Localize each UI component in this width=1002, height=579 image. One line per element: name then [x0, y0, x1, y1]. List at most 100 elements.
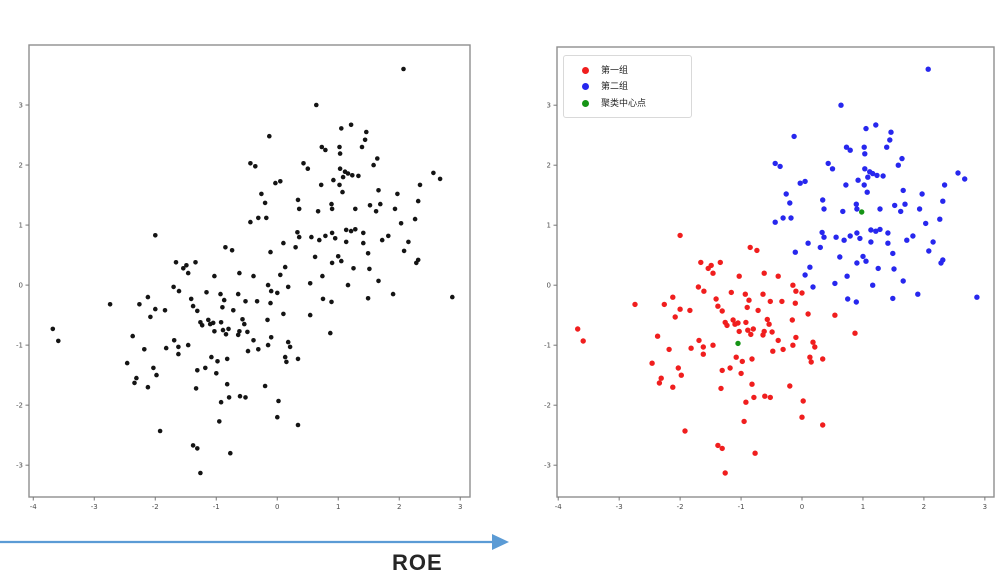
scatter-point [904, 237, 910, 243]
scatter-point [738, 370, 744, 377]
scatter-point [775, 273, 781, 279]
scatter-point [176, 344, 181, 350]
scatter-point [812, 344, 818, 350]
scatter-point [863, 258, 869, 264]
scatter-point [791, 133, 797, 140]
scatter-point [359, 144, 365, 150]
scatter-point [708, 262, 714, 269]
roe-arrow-svg [0, 534, 509, 550]
scatter-point [235, 332, 241, 338]
scatter-point [788, 215, 794, 221]
scatter-point [157, 428, 163, 434]
scatter-point [800, 398, 806, 404]
scatter-point [780, 346, 786, 353]
scatter-point [718, 385, 724, 392]
scatter-point [810, 339, 816, 345]
legend: 第一组 第二组 聚类中心点 [563, 55, 692, 118]
scatter-point [329, 260, 335, 266]
scatter-point [807, 264, 813, 270]
scatter-point [719, 445, 725, 452]
scatter-point [282, 354, 288, 360]
scatter-point [730, 317, 736, 323]
roe-label: ROE [392, 550, 443, 575]
scatter-point [870, 170, 876, 177]
scatter-point [275, 290, 280, 296]
scatter-point [910, 233, 916, 239]
scatter-point [130, 333, 135, 339]
scatter-point [278, 179, 283, 184]
scatter-point [810, 284, 816, 290]
scatter-point [417, 182, 423, 188]
scatter-point [318, 182, 324, 188]
scatter-point [195, 308, 200, 314]
scatter-point [859, 209, 865, 215]
scatter-point [941, 182, 948, 188]
scatter-point [739, 358, 745, 365]
scatter-point [281, 311, 286, 317]
scatter-point [719, 367, 725, 374]
scatter-point [193, 386, 199, 391]
scatter-point [195, 446, 200, 451]
scatter-point [677, 306, 683, 312]
scatter-point [214, 371, 219, 376]
left-scatter-svg: -4 -3 -2 -1 0 1 2 3 -3 -2 -1 0 1 2 3 [16, 44, 471, 511]
scatter-point [375, 156, 380, 161]
scatter-point [780, 215, 786, 221]
scatter-point [242, 321, 247, 327]
scatter-point [340, 174, 346, 180]
y-tick-label: -3 [16, 462, 23, 470]
scatter-point [675, 365, 681, 371]
scatter-point [319, 144, 325, 150]
scatter-point [337, 166, 343, 171]
scatter-point [296, 206, 302, 212]
scatter-point [376, 278, 381, 284]
legend-label: 第二组 [601, 81, 629, 91]
scatter-point [185, 270, 191, 276]
scatter-point [790, 342, 796, 348]
scatter-point [229, 248, 235, 253]
scatter-point [284, 359, 289, 365]
scatter-point [379, 237, 385, 243]
scatter-point [761, 270, 767, 276]
scatter-point [955, 170, 961, 176]
scatter-point [837, 254, 843, 260]
scatter-point [251, 338, 256, 343]
scatter-point [343, 239, 349, 245]
scatter-point [237, 329, 242, 334]
scatter-point [787, 200, 793, 206]
scatter-point [747, 244, 753, 251]
scatter-point [275, 414, 280, 420]
scatter-point [220, 327, 226, 333]
y-tick-label: 0 [19, 282, 23, 290]
scatter-point [926, 248, 932, 254]
scatter-point [332, 236, 338, 241]
scatter-point [974, 294, 980, 300]
y-tick-label: -3 [544, 462, 551, 470]
scatter-point [829, 166, 836, 172]
scatter-point [401, 66, 406, 72]
scatter-point [204, 290, 209, 295]
scatter-point [185, 342, 191, 348]
scatter-point [265, 317, 270, 323]
scatter-point [223, 332, 229, 337]
scatter-point [412, 216, 418, 222]
scatter-point [312, 254, 318, 260]
scatter-point [218, 291, 223, 297]
scatter-point [221, 297, 227, 303]
scatter-point [50, 326, 56, 332]
scatter-point [847, 147, 853, 153]
x-tick-label: -2 [677, 503, 684, 511]
scatter-point [287, 344, 293, 350]
legend-label: 第一组 [601, 64, 629, 75]
scatter-point [339, 126, 344, 131]
scatter-point [899, 155, 905, 162]
scatter-point [802, 178, 808, 185]
scatter-point [231, 308, 236, 313]
scatter-point [760, 291, 766, 297]
scatter-point [176, 351, 181, 357]
scatter-point [698, 259, 704, 266]
scatter-point [919, 191, 925, 197]
scatter-point [320, 296, 326, 302]
scatter-point [658, 375, 664, 381]
x-tick-label: -4 [555, 503, 563, 511]
